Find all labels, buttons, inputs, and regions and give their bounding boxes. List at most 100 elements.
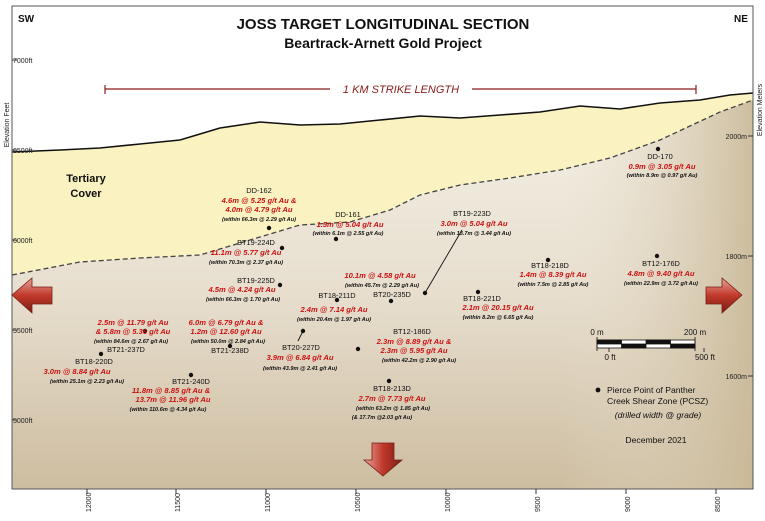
legend-line2: Creek Shear Zone (PCSZ) (607, 396, 708, 406)
grade-text: 10.1m @ 4.58 g/t Au (344, 271, 416, 280)
cover-base-line (11, 99, 754, 276)
grade-text: 2.5m @ 11.79 g/t Au (97, 318, 169, 327)
scale-ft-end: 500 ft (695, 353, 716, 362)
left-tick-label: 5000ft (13, 418, 33, 425)
legend-line1: Pierce Point of Panther (607, 385, 696, 395)
within-text: (within 7.5m @ 2.85 g/t Au) (518, 282, 589, 288)
direction-sw: SW (18, 14, 35, 25)
bottom-axis (86, 489, 717, 494)
hole-id: DD-161 (335, 210, 360, 219)
left-tick-label: 6000ft (13, 238, 33, 245)
within-text: (within 66.3m @ 1.70 g/t Au) (206, 297, 280, 303)
grade-text: 11.8m @ 8.85 g/t Au & (132, 386, 210, 395)
within-text: (within 66.3m @ 2.29 g/t Au) (222, 217, 296, 223)
pierce-points (98, 146, 661, 384)
right-axis-title: Elevation Meters (757, 83, 764, 136)
within-text: (within 25.1m @ 2.23 g/t Au) (50, 379, 124, 385)
within-text: (within 13.7m @ 3.44 g/t Au) (437, 231, 511, 237)
direction-ne: NE (734, 14, 748, 25)
grade-text: 3.9m @ 6.84 g/t Au (266, 353, 333, 362)
hole-id: BT18-218D (531, 261, 569, 270)
scale-m-end: 200 m (684, 328, 707, 337)
within-text: (& 17.7m @2.03 g/t Au) (352, 415, 412, 421)
right-tick-label: 1600m (726, 374, 748, 381)
left-tick-label: 5500ft (13, 328, 33, 335)
hole-id: BT20-235D (373, 290, 411, 299)
grade-text: 4.0m @ 4.79 g/t Au (224, 205, 292, 214)
pierce-point-legend-icon (595, 387, 601, 393)
within-text: (within 70.3m @ 2.37 g/t Au) (209, 260, 283, 266)
hole-id: BT12-176D (642, 259, 680, 268)
strike-length-label: 1 KM STRIKE LENGTH (343, 84, 459, 96)
arrow-right-icon (705, 277, 743, 314)
bottom-tick-label: 8500 (715, 496, 722, 512)
topography-line (11, 92, 754, 153)
grade-text: 4.6m @ 5.25 g/t Au & (221, 196, 297, 205)
strike-length-bar (104, 85, 697, 94)
tertiary-cover-area (12, 93, 753, 275)
right-axis (748, 135, 753, 377)
hole-id: BT21-240D (172, 377, 210, 386)
bottom-tick-label: 9500 (535, 496, 542, 512)
within-text: (within 84.6m @ 2.67 g/t Au) (94, 339, 168, 345)
within-text: (within 8.9m @ 0.97 g/t Au) (627, 173, 698, 179)
left-tick-label: 6500ft (13, 148, 33, 155)
within-text: (within 8.2m @ 6.65 g/t Au) (463, 315, 534, 321)
right-tick-label: 1800m (726, 254, 748, 261)
left-tick-label: 7000ft (13, 58, 33, 65)
left-axis-title: Elevation Feet (4, 103, 11, 148)
hole-id: BT21-237D (107, 345, 145, 354)
scale-bar (596, 337, 705, 352)
grade-text: 1.4m @ 8.39 g/t Au (519, 270, 586, 279)
bottom-tick-label: 11500 (175, 493, 182, 512)
grade-text: 3.0m @ 5.04 g/t Au (440, 219, 507, 228)
hole-id: BT18-220D (75, 357, 113, 366)
bottom-tick-label: 10000 (445, 492, 452, 512)
page-subtitle: Beartrack-Arnett Gold Project (284, 35, 482, 51)
bottom-tick-labels: 12000 11500 11000 10500 10000 9500 9000 … (86, 492, 722, 512)
bottom-tick-label: 11000 (265, 493, 272, 512)
grade-text: 2.7m @ 7.73 g/t Au (357, 394, 425, 403)
tertiary-label: Tertiary (66, 173, 106, 185)
page-title: JOSS TARGET LONGITUDINAL SECTION (237, 16, 530, 33)
hole-id: DD-162 (246, 186, 271, 195)
bottom-tick-label: 12000 (86, 492, 93, 512)
legend-note: (drilled width @ grade) (615, 410, 702, 420)
legend-date: December 2021 (625, 435, 686, 445)
bedrock-shade (560, 100, 753, 489)
hole-id: BT18-211D (318, 291, 355, 300)
grade-text: 4.5m @ 4.24 g/t Au (207, 285, 275, 294)
hole-id: BT12-186D (393, 327, 431, 336)
within-text: (within 6.1m @ 2.55 g/t Au) (313, 231, 384, 237)
grade-text: 2.3m @ 5.95 g/t Au (379, 346, 447, 355)
hole-id: BT19-224D (237, 238, 275, 247)
within-text: (within 50.0m @ 2.84 g/t Au) (191, 339, 265, 345)
grade-text: 4.8m @ 9.40 g/t Au (626, 269, 694, 278)
bottom-tick-label: 10500 (355, 492, 362, 512)
hole-id: BT21-238D (211, 346, 249, 355)
hole-id: BT18-221D (463, 294, 501, 303)
grade-text: 2.4m @ 7.14 g/t Au (299, 305, 367, 314)
hole-id: BT19-223D (453, 209, 491, 218)
hole-id: BT20-227D (282, 343, 320, 352)
within-text: (within 42.2m @ 2.90 g/t Au) (382, 358, 456, 364)
grade-text: 1.5m @ 5.04 g/t Au (316, 220, 383, 229)
grade-text: & 5.8m @ 5.36 g/t Au (96, 327, 171, 336)
left-axis (12, 59, 17, 421)
within-text: (within 45.7m @ 2.29 g/t Au) (345, 283, 419, 289)
within-text: (within 43.9m @ 2.41 g/t Au) (263, 366, 337, 372)
grade-text: 13.7m @ 11.96 g/t Au (136, 395, 211, 404)
grade-text: 6.0m @ 6.79 g/t Au & (189, 318, 264, 327)
grade-text: 0.9m @ 3.05 g/t Au (628, 162, 695, 171)
within-text: (within 63.2m @ 1.85 g/t Au) (356, 406, 430, 412)
scale-ft-start: 0 ft (604, 353, 616, 362)
grade-text: 2.3m @ 8.89 g/t Au & (376, 337, 452, 346)
hole-id: BT19-225D (237, 276, 275, 285)
within-text: (within 110.6m @ 4.34 g/t Au) (130, 407, 207, 413)
grade-text: 3.0m @ 8.84 g/t Au (43, 367, 110, 376)
leader-lines (297, 229, 463, 342)
within-text: (within 22.9m @ 3.72 g/t Au) (624, 281, 698, 287)
grade-text: 2.1m @ 20.15 g/t Au (461, 303, 534, 312)
